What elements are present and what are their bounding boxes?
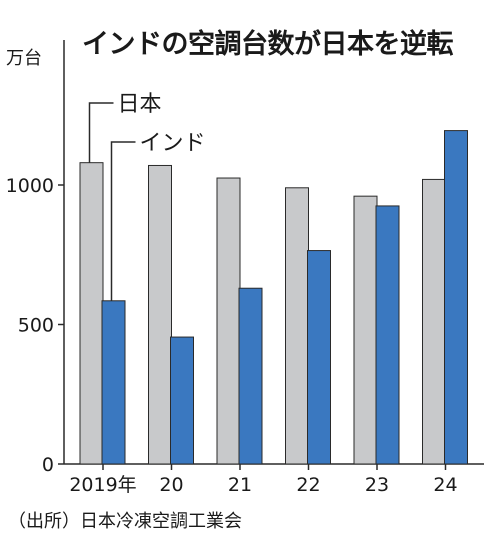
bar-japan xyxy=(422,178,446,465)
bar-india xyxy=(238,287,263,465)
y-tick-label: 0 xyxy=(42,454,54,476)
source-note: （出所）日本冷凍空調工業会 xyxy=(8,511,242,532)
bar-india xyxy=(307,250,331,465)
y-tick-label: 500 xyxy=(18,315,54,337)
legend-leader xyxy=(110,141,136,301)
bar-india xyxy=(170,336,194,465)
bar-japan xyxy=(216,177,241,465)
bar-japan xyxy=(79,162,104,465)
bar-india xyxy=(444,130,468,465)
legend-label: インド xyxy=(140,131,206,156)
x-tick-label: 20 xyxy=(159,474,183,496)
y-axis-unit: 万台 xyxy=(6,48,42,69)
legend-label: 日本 xyxy=(118,92,162,117)
bar-india xyxy=(101,300,126,465)
bar-japan xyxy=(353,195,378,465)
x-tick-label: 24 xyxy=(433,474,457,496)
x-tick-label: 2019年 xyxy=(69,474,136,496)
chart-title: インドの空調台数が日本を逆転 xyxy=(82,29,454,60)
bar-india xyxy=(375,205,400,465)
bar-japan xyxy=(285,187,309,465)
x-tick-label: 21 xyxy=(228,474,252,496)
x-tick-label: 23 xyxy=(365,474,389,496)
y-tick-label: 1000 xyxy=(6,175,54,197)
x-tick-label: 22 xyxy=(296,474,320,496)
legend-leader xyxy=(88,102,114,163)
bar-japan xyxy=(148,164,172,465)
